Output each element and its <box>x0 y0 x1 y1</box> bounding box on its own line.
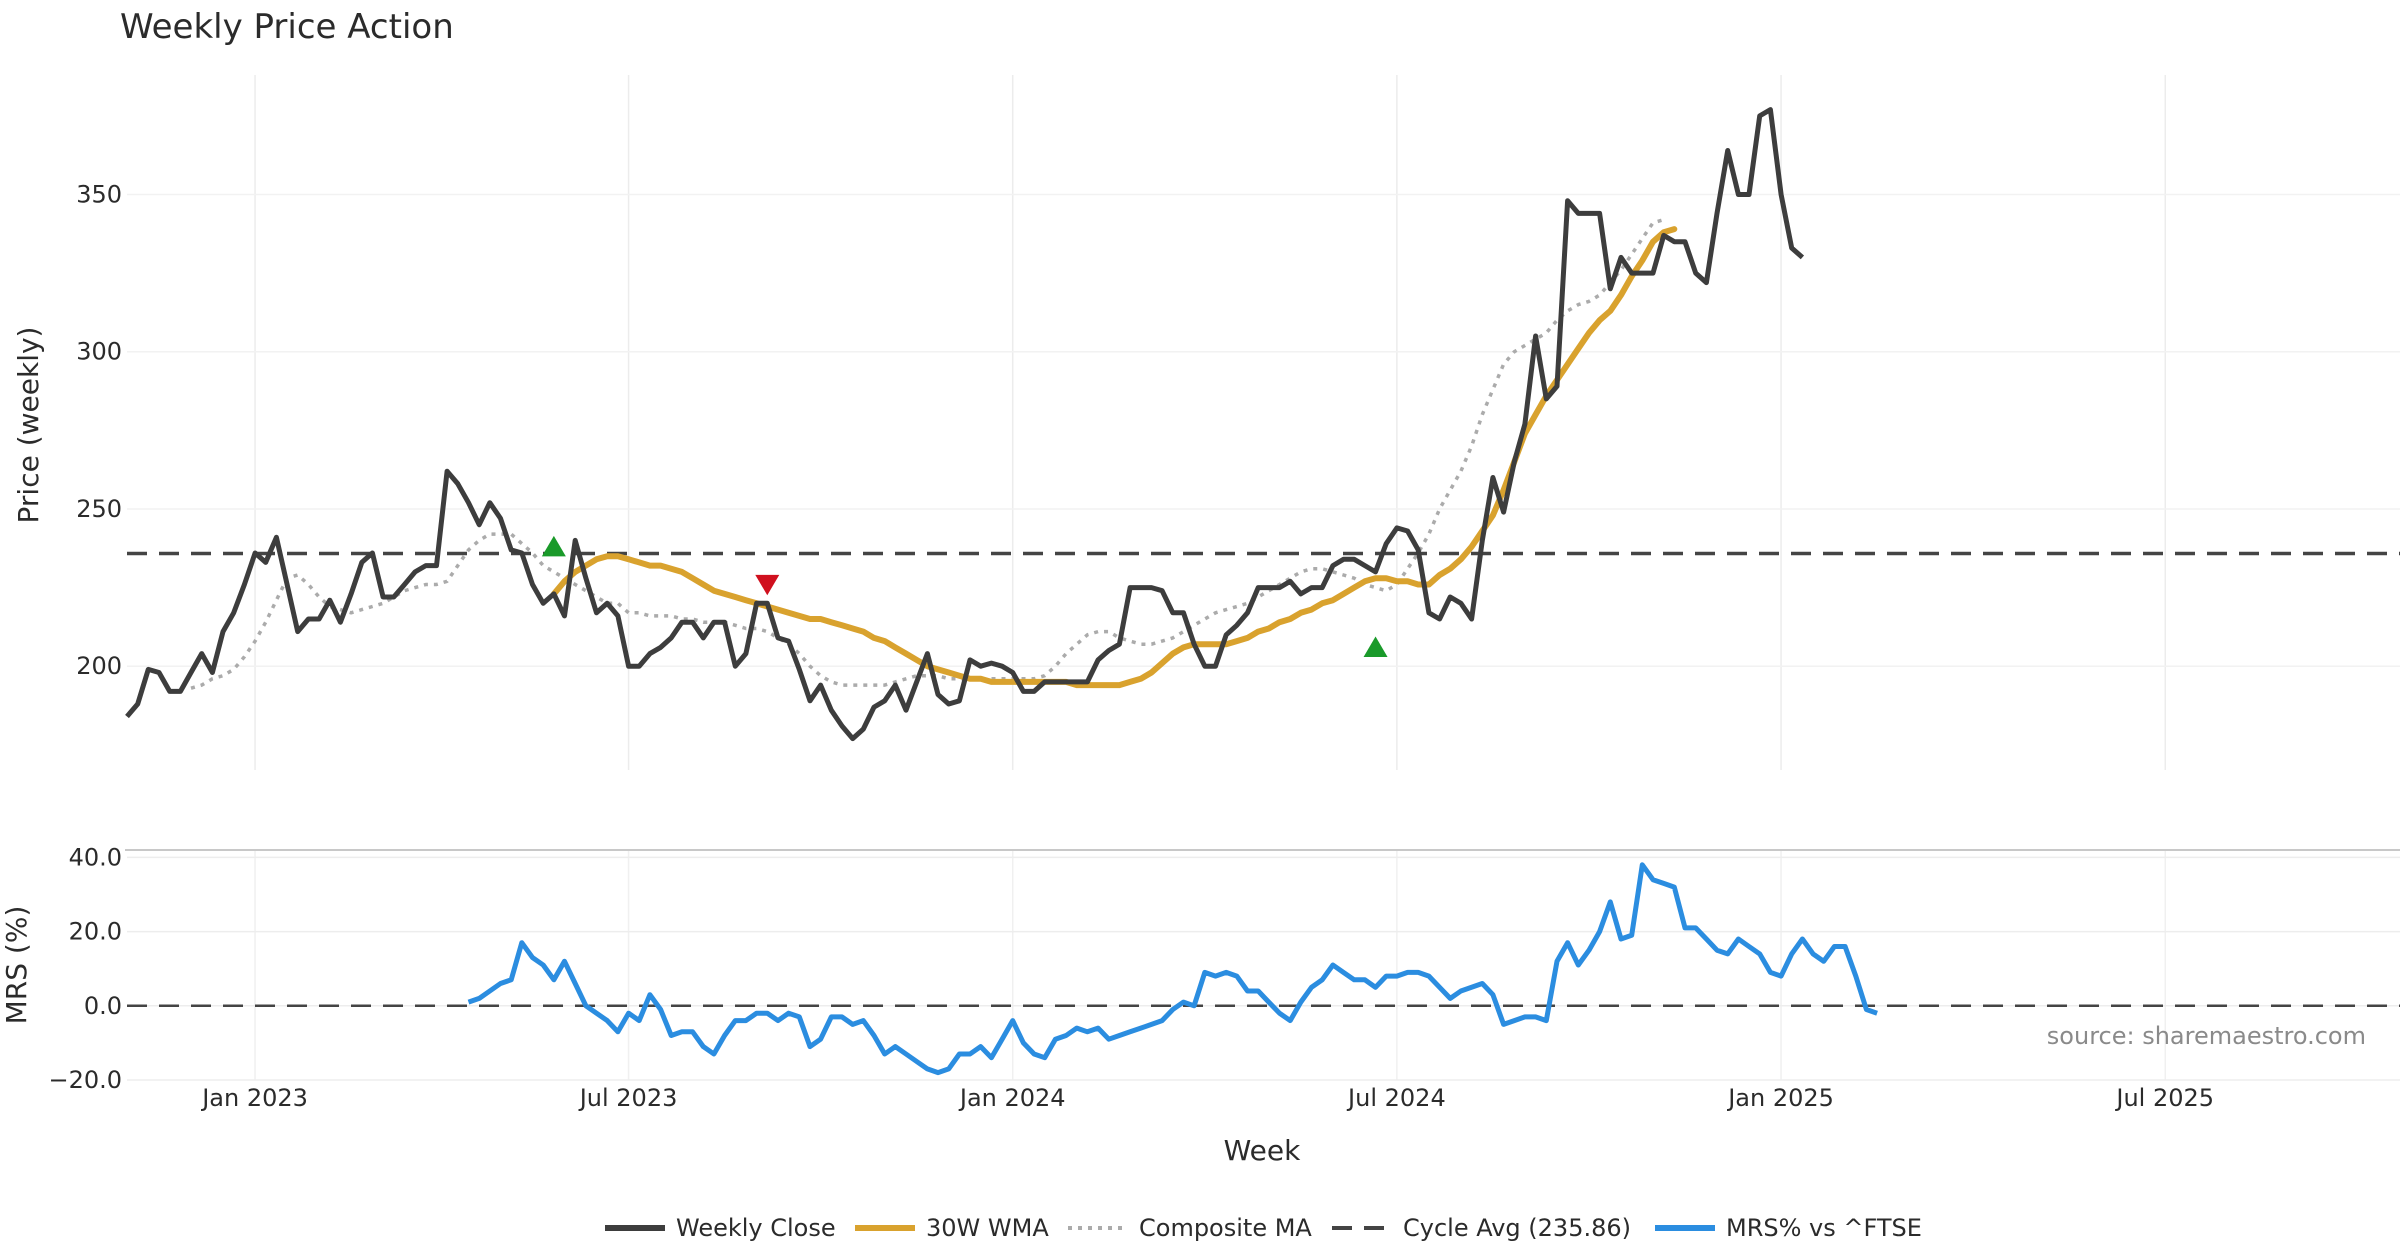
chart-title: Weekly Price Action <box>120 7 454 47</box>
mrs-series-group <box>127 862 2400 1076</box>
mrs-y-ticks: 40.0 20.0 0.0 −20.0 <box>48 843 122 1094</box>
mrs-grid <box>127 850 2400 1081</box>
sell-signal-marker <box>755 574 780 596</box>
series-30w-wma <box>550 226 1678 689</box>
series-mrs-vs-ftse <box>467 862 1878 1076</box>
legend-label-30w-wma: 30W WMA <box>926 1214 1049 1242</box>
x-tick-label: Jul 2025 <box>2114 1084 2214 1112</box>
price-y-ticks: 200 250 300 350 <box>76 181 122 681</box>
x-tick-label: Jan 2023 <box>200 1084 308 1112</box>
legend-label-weekly-close: Weekly Close <box>676 1214 836 1242</box>
mrs-y-tick-label: 0.0 <box>84 992 122 1020</box>
buy-signal-marker <box>541 535 566 557</box>
price-y-tick-label: 250 <box>76 495 122 523</box>
buy-signal-marker <box>1363 636 1388 657</box>
series-composite-ma <box>190 218 1665 690</box>
x-ticks: Jan 2023 Jul 2023 Jan 2024 Jul 2024 Jan 2025… <box>200 1084 2214 1112</box>
price-y-axis-label: Price (weekly) <box>12 327 45 524</box>
price-y-tick-label: 300 <box>76 338 122 366</box>
x-tick-label: Jan 2024 <box>958 1084 1066 1112</box>
price-markers-group <box>541 535 1388 657</box>
price-y-tick-label: 200 <box>76 652 122 680</box>
mrs-y-tick-label: 20.0 <box>69 918 122 946</box>
price-series-group <box>125 107 2400 742</box>
source-credit: source: sharemaestro.com <box>2047 1022 2366 1050</box>
legend-label-cycle-avg-235-86: Cycle Avg (235.86) <box>1403 1214 1631 1242</box>
x-tick-label: Jul 2024 <box>1346 1084 1446 1112</box>
mrs-y-axis-label: MRS (%) <box>0 906 33 1025</box>
legend-label-composite-ma: Composite MA <box>1139 1214 1312 1242</box>
x-tick-label: Jan 2025 <box>1726 1084 1834 1112</box>
price-grid <box>127 75 2400 770</box>
mrs-y-tick-label: −20.0 <box>48 1066 122 1094</box>
legend: Weekly Close 30W WMA Composite MA Cycle Avg… <box>605 1214 1922 1242</box>
x-axis-label: Week <box>1224 1134 1301 1167</box>
x-tick-label: Jul 2023 <box>578 1084 678 1112</box>
mrs-y-tick-label: 40.0 <box>69 843 122 871</box>
series-weekly-close <box>125 107 1805 742</box>
price-y-tick-label: 350 <box>76 181 122 209</box>
legend-label-mrs-vs-ftse: MRS% vs ^FTSE <box>1726 1214 1922 1242</box>
